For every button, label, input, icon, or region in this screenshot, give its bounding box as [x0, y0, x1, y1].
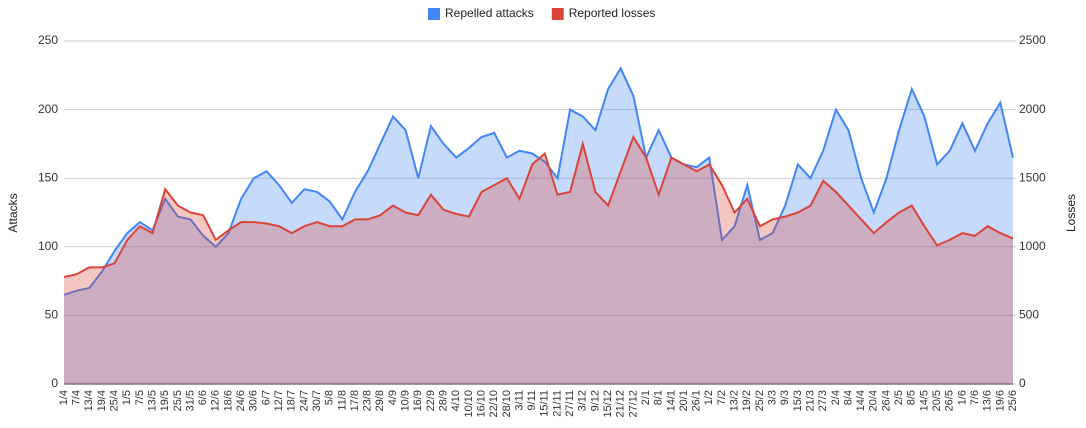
y-tick-label: 150	[38, 170, 58, 184]
x-tick-label: 10/9	[400, 390, 412, 411]
x-tick-label: 28/10	[501, 390, 513, 418]
area-fill	[64, 137, 1013, 384]
x-tick-label: 11/8	[336, 390, 348, 411]
x-tick-label: 15/3	[792, 390, 804, 411]
x-tick-label: 20/4	[868, 390, 880, 411]
x-tick-label: 1/5	[121, 390, 133, 405]
y2-tick-label: 500	[1019, 308, 1039, 322]
x-tick-label: 3/11	[513, 390, 525, 411]
series-line	[63, 134, 1014, 278]
x-tick-label: 29/8	[374, 390, 386, 411]
y2-axis-title: Losses	[1064, 194, 1078, 232]
x-tick-label: 12/7	[273, 390, 285, 411]
x-tick-label: 25/2	[754, 390, 766, 411]
x-tick-label: 7/4	[71, 390, 83, 405]
x-tick-label: 2/4	[830, 390, 842, 405]
x-tick-label: 24/7	[298, 390, 310, 411]
x-tick-label: 6/6	[197, 390, 209, 405]
x-tick-label: 2/5	[893, 390, 905, 405]
x-tick-label: 12/6	[210, 390, 222, 411]
x-tick-label: 19/5	[159, 390, 171, 411]
x-tick-label: 15/12	[602, 390, 614, 418]
legend-swatch	[551, 8, 564, 20]
x-tick-label: 7/5	[134, 390, 146, 405]
x-tick-label: 18/6	[222, 390, 234, 411]
x-tick-label: 25/6	[1007, 390, 1019, 411]
y-tick-label: 250	[38, 33, 58, 47]
x-tick-label: 7/2	[716, 390, 728, 405]
x-tick-label: 19/2	[741, 390, 753, 411]
x-tick-label: 6/7	[260, 390, 272, 405]
area-fill	[64, 68, 1013, 385]
x-tick-label: 16/9	[412, 390, 424, 411]
x-tick-label: 8/1	[653, 390, 665, 405]
x-tick-label: 25/4	[109, 390, 121, 411]
x-tick-label: 19/4	[96, 390, 108, 411]
y-axis-title: Attacks	[6, 193, 20, 232]
x-tick-label: 30/7	[311, 390, 323, 411]
x-tick-label: 15/11	[539, 390, 551, 417]
x-tick-label: 13/6	[982, 390, 994, 411]
x-tick-label: 1/6	[956, 390, 968, 405]
x-tick-label: 9/12	[589, 390, 601, 411]
x-tick-label: 4/9	[387, 390, 399, 405]
x-tick-label: 27/11	[564, 390, 576, 417]
x-tick-label: 2/1	[640, 390, 652, 405]
x-tick-label: 26/4	[880, 390, 892, 411]
y2-tick-label: 2500	[1019, 33, 1046, 47]
y2-tick-label: 2000	[1019, 102, 1046, 116]
x-tick-label: 3/3	[766, 390, 778, 405]
x-tick-label: 24/6	[235, 390, 247, 411]
x-tick-label: 20/5	[931, 390, 943, 411]
x-tick-label: 27/3	[817, 390, 829, 411]
y-tick-label: 0	[51, 376, 58, 390]
x-tick-label: 19/6	[994, 390, 1006, 411]
x-tick-label: 10/10	[463, 390, 475, 418]
x-tick-label: 21/11	[551, 390, 563, 417]
x-tick-label: 20/1	[678, 390, 690, 411]
y2-tick-label: 1500	[1019, 170, 1046, 184]
x-tick-label: 22/10	[488, 390, 500, 418]
x-tick-label: 28/9	[438, 390, 450, 411]
x-tick-label: 13/2	[729, 390, 741, 411]
x-tick-label: 30/6	[248, 390, 260, 411]
x-tick-label: 14/1	[665, 390, 677, 411]
series-line	[63, 66, 1014, 296]
legend-label: Repelled attacks	[445, 6, 534, 20]
y2-tick-label: 1000	[1019, 239, 1046, 253]
legend-label: Reported losses	[569, 6, 656, 20]
x-tick-label: 31/5	[184, 390, 196, 411]
x-tick-label: 13/4	[83, 390, 95, 411]
x-tick-label: 7/6	[969, 390, 981, 405]
x-tick-label: 23/8	[362, 390, 374, 411]
y2-tick-label: 0	[1019, 376, 1026, 390]
x-tick-label: 1/4	[58, 390, 70, 405]
legend-swatch	[428, 8, 440, 20]
x-tick-label: 16/10	[475, 390, 487, 418]
x-tick-label: 17/8	[349, 390, 361, 411]
x-tick-label: 1/2	[703, 390, 715, 405]
x-tick-label: 8/4	[842, 390, 854, 405]
x-tick-label: 5/8	[324, 390, 336, 405]
x-tick-label: 26/1	[691, 390, 703, 411]
x-tick-label: 13/5	[146, 390, 158, 411]
x-tick-label: 14/5	[918, 390, 930, 411]
x-tick-label: 14/4	[855, 390, 867, 411]
y-tick-label: 100	[38, 239, 58, 253]
x-tick-label: 8/5	[906, 390, 918, 405]
x-tick-label: 21/3	[804, 390, 816, 411]
x-tick-label: 4/10	[450, 390, 462, 411]
x-tick-label: 9/11	[526, 390, 538, 411]
x-tick-label: 18/7	[286, 390, 298, 411]
y-tick-label: 50	[45, 308, 59, 322]
x-tick-label: 21/12	[615, 390, 627, 418]
x-tick-label: 3/12	[577, 390, 589, 411]
x-tick-label: 25/5	[172, 390, 184, 411]
x-tick-label: 27/12	[627, 390, 639, 418]
x-tick-label: 26/5	[944, 390, 956, 411]
y-tick-label: 200	[38, 102, 58, 116]
x-tick-label: 22/9	[425, 390, 437, 411]
x-tick-label: 9/3	[779, 390, 791, 405]
